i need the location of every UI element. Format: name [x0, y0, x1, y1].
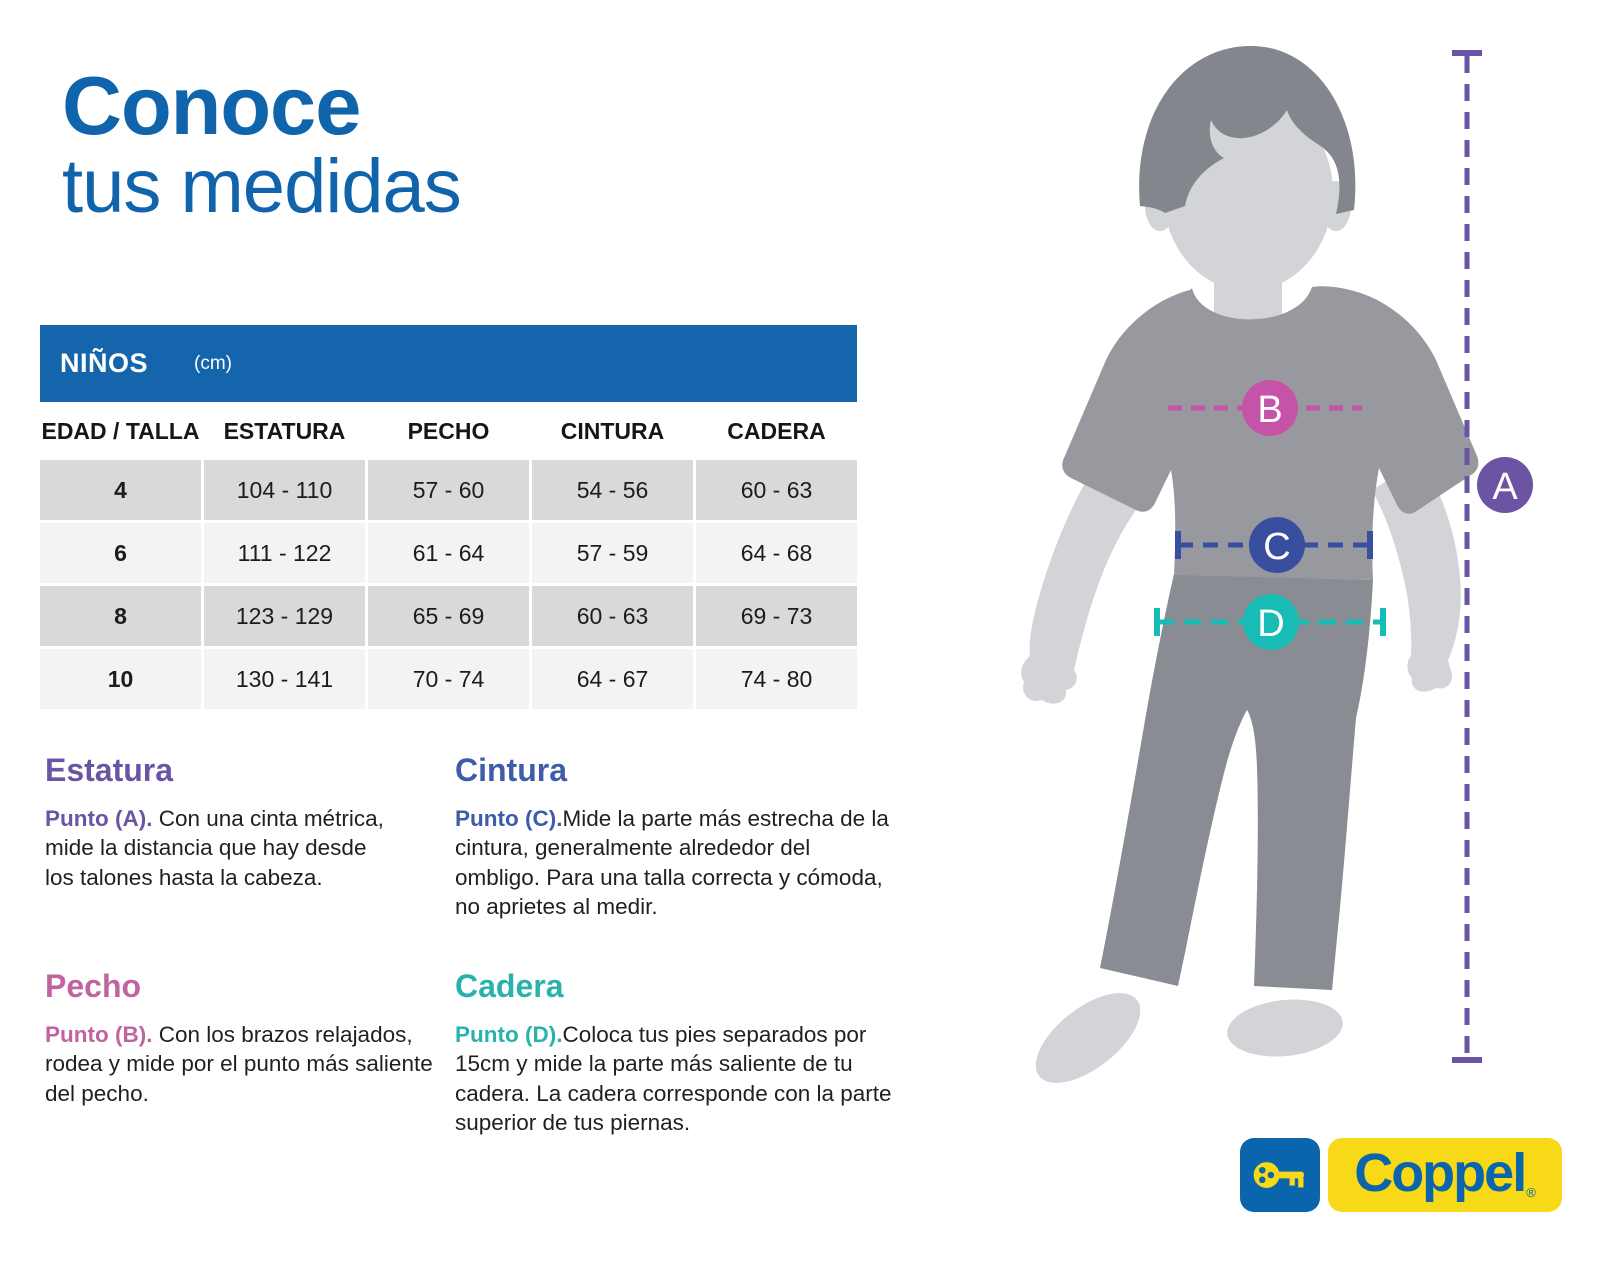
section-text: Punto (A). Con una cinta métrica, mide l…	[45, 804, 397, 892]
section-heading: Cintura	[455, 752, 567, 788]
figure-hair	[1139, 45, 1356, 215]
size-cell: 8	[40, 586, 201, 646]
table-banner: NIÑOS (cm)	[40, 325, 857, 402]
section-text: Punto (C).Mide la parte más estrecha de …	[455, 804, 897, 921]
marker-b-badge	[1242, 380, 1298, 436]
coppel-logo: Coppel ®	[1240, 1138, 1562, 1212]
measurement-cell: 57 - 60	[368, 460, 529, 520]
section-description: Mide la parte más estrecha de la cintura…	[455, 806, 889, 919]
column-header: EDAD / TALLA	[41, 417, 200, 444]
measurement-figure: A B C D	[960, 28, 1560, 1158]
section-heading: Estatura	[45, 752, 174, 788]
measurement-cell: 57 - 59	[532, 523, 693, 583]
table-banner-unit: (cm)	[194, 352, 232, 374]
table-row: 10 130 - 141 70 - 74 64 - 67 74 - 80	[40, 649, 857, 709]
section-text: Punto (D).Coloca tus pies separados por …	[455, 1020, 897, 1137]
punto-a-label: Punto (A).	[45, 806, 153, 831]
punto-c-label: Punto (C).	[455, 806, 563, 831]
section-text: Punto (B). Con los brazos relajados, rod…	[45, 1020, 440, 1108]
column-header: PECHO	[407, 417, 490, 444]
table-row: 4 104 - 110 57 - 60 54 - 56 60 - 63	[40, 460, 857, 520]
marker-a-letter: A	[1492, 466, 1518, 508]
size-cell: 4	[40, 460, 201, 520]
marker-c-letter: C	[1263, 526, 1290, 568]
coppel-wordmark: Coppel	[1354, 1143, 1527, 1203]
measurement-cell: 70 - 74	[368, 649, 529, 709]
measurement-cell: 64 - 67	[532, 649, 693, 709]
measurement-cell: 130 - 141	[204, 649, 365, 709]
measurement-cell: 60 - 63	[696, 460, 857, 520]
figure-arm-right	[1372, 458, 1461, 692]
measurement-cell: 54 - 56	[532, 460, 693, 520]
marker-a-badge	[1477, 457, 1533, 513]
page-title: Conoce tus medidas	[62, 59, 462, 229]
column-header: CINTURA	[560, 417, 665, 444]
figure-foot-right	[1227, 999, 1343, 1057]
section-heading: Pecho	[45, 968, 142, 1004]
section-estatura: Estatura Punto (A). Con una cinta métric…	[45, 752, 397, 892]
measurement-cell: 74 - 80	[696, 649, 857, 709]
title-line-2: tus medidas	[62, 144, 462, 229]
table-row: 8 123 - 129 65 - 69 60 - 63 69 - 73	[40, 586, 857, 646]
measurement-cell: 60 - 63	[532, 586, 693, 646]
punto-d-label: Punto (D).	[455, 1022, 563, 1047]
figure-arm-left	[1021, 456, 1148, 704]
marker-c-badge	[1249, 517, 1305, 573]
section-pecho: Pecho Punto (B). Con los brazos relajado…	[45, 968, 440, 1108]
size-cell: 6	[40, 523, 201, 583]
table-banner-label: NIÑOS	[60, 348, 149, 378]
table-body: 4 104 - 110 57 - 60 54 - 56 60 - 63 6 111 - 12…	[40, 460, 857, 709]
marker-d-letter: D	[1257, 603, 1284, 645]
size-cell: 10	[40, 649, 201, 709]
marker-d-badge	[1243, 594, 1299, 650]
punto-b-label: Punto (B).	[45, 1022, 153, 1047]
column-header: CADERA	[727, 417, 826, 444]
table-header-row: EDAD / TALLA ESTATURA PECHO CINTURA CADERA	[40, 402, 857, 460]
measurement-cell: 104 - 110	[204, 460, 365, 520]
measurement-cell: 61 - 64	[368, 523, 529, 583]
measurement-cell: 111 - 122	[204, 523, 365, 583]
measurement-cell: 64 - 68	[696, 523, 857, 583]
section-description: Con los brazos relajados, rodea y mide p…	[45, 1022, 433, 1106]
figure-pants	[1100, 574, 1373, 990]
measurement-cell: 69 - 73	[696, 586, 857, 646]
measurement-cell: 65 - 69	[368, 586, 529, 646]
column-header: ESTATURA	[223, 417, 346, 444]
section-description: Coloca tus pies separados por 15cm y mid…	[455, 1022, 892, 1135]
coppel-key-tile	[1240, 1138, 1320, 1212]
key-icon	[1253, 1162, 1304, 1188]
boy-silhouette-illustration: A B C D	[1021, 45, 1533, 1083]
table-row: 6 111 - 122 61 - 64 57 - 59 64 - 68	[40, 523, 857, 583]
section-cintura: Cintura Punto (C).Mide la parte más estr…	[455, 752, 897, 921]
coppel-name-tile: Coppel ®	[1328, 1138, 1562, 1212]
section-description: Con una cinta métrica, mide la distancia…	[45, 806, 384, 890]
measurement-cell: 123 - 129	[204, 586, 365, 646]
section-heading: Cadera	[455, 968, 564, 1004]
section-cadera: Cadera Punto (D).Coloca tus pies separad…	[455, 968, 897, 1137]
size-table: NIÑOS (cm) EDAD / TALLA ESTATURA PECHO CINT…	[40, 325, 857, 709]
title-line-1: Conoce	[62, 59, 361, 152]
marker-b-letter: B	[1257, 389, 1282, 431]
registered-mark: ®	[1526, 1185, 1536, 1200]
figure-foot-left	[1035, 993, 1141, 1083]
